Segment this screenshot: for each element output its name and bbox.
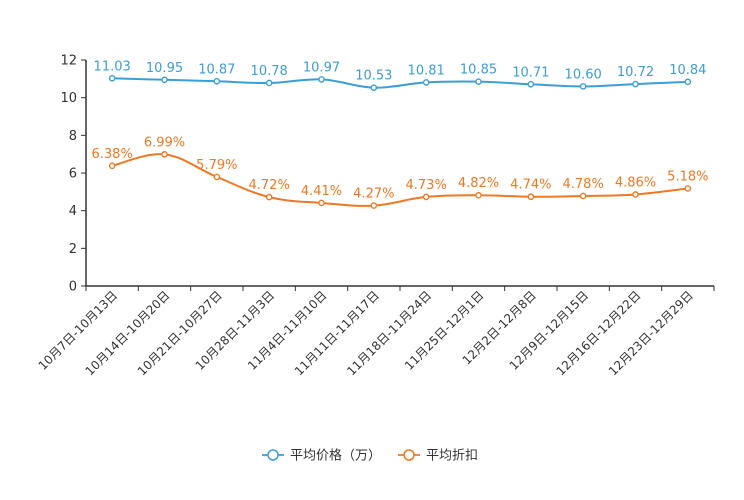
y-tick-label: 2 <box>69 242 77 257</box>
legend-item-discount[interactable]: 平均折扣 <box>398 449 478 464</box>
data-point[interactable] <box>422 79 430 86</box>
data-label: 4.73% <box>406 178 447 193</box>
legend-label: 平均折扣 <box>426 449 478 464</box>
y-axis: 0 2 4 6 8 10 12 <box>60 54 87 295</box>
y-tick-label: 4 <box>69 204 77 219</box>
data-point[interactable] <box>632 80 639 88</box>
data-label: 10.81 <box>408 63 445 78</box>
y-tick-label: 6 <box>69 167 77 182</box>
data-label: 5.79% <box>196 158 237 173</box>
data-label: 10.95 <box>146 61 183 76</box>
data-label: 6.38% <box>92 147 133 162</box>
data-point[interactable] <box>475 191 482 199</box>
data-label: 10.97 <box>303 60 340 75</box>
data-point[interactable] <box>422 193 430 201</box>
y-tick-label: 0 <box>69 280 77 295</box>
data-label: 11.03 <box>94 59 131 74</box>
y-tick-label: 8 <box>69 129 77 144</box>
series-discount: 6.38% 6.99% 5.79% 4.72% 4.41% 4.27% 4.73% 4.82%… <box>92 135 708 209</box>
data-point[interactable] <box>108 74 116 82</box>
data-point[interactable] <box>213 77 221 85</box>
data-point[interactable] <box>161 151 168 158</box>
series-layer: 11.03 10.95 10.87 10.78 10.97 10.53 10.81 10.85… <box>92 59 708 209</box>
data-label: 5.18% <box>667 169 708 184</box>
data-label: 10.78 <box>251 64 288 79</box>
data-point[interactable] <box>370 202 378 209</box>
data-point[interactable] <box>475 78 482 85</box>
data-label: 10.53 <box>355 69 392 84</box>
data-label: 10.71 <box>512 65 549 80</box>
series-line <box>112 77 688 89</box>
data-label: 4.82% <box>458 176 499 191</box>
series-price: 11.03 10.95 10.87 10.78 10.97 10.53 10.81 10.85… <box>94 59 706 91</box>
data-label: 4.78% <box>563 177 604 192</box>
series-line <box>111 153 688 207</box>
data-point[interactable] <box>213 173 221 181</box>
data-point[interactable] <box>684 185 692 192</box>
data-label: 10.87 <box>198 62 235 77</box>
data-point[interactable] <box>108 162 116 170</box>
data-point[interactable] <box>527 80 535 88</box>
data-point[interactable] <box>527 193 535 201</box>
legend-marker-icon <box>403 449 415 461</box>
data-point[interactable] <box>161 76 168 84</box>
data-label: 10.84 <box>669 63 706 78</box>
data-point[interactable] <box>579 83 587 90</box>
data-point[interactable] <box>632 191 639 198</box>
data-label: 10.60 <box>565 67 602 82</box>
data-point[interactable] <box>684 78 692 86</box>
data-label: 4.41% <box>301 184 342 199</box>
x-axis: 10月7日-10月13日10月14日-10月20日10月21日-10月27日10… <box>36 285 715 378</box>
data-label: 4.27% <box>353 187 394 202</box>
data-point[interactable] <box>265 79 273 87</box>
data-label: 4.86% <box>615 175 656 190</box>
y-tick-label: 10 <box>60 91 77 106</box>
legend-label: 平均价格（万） <box>290 448 381 464</box>
legend-item-price[interactable]: 平均价格（万） <box>262 448 381 464</box>
data-label: 4.74% <box>510 178 551 193</box>
data-point[interactable] <box>370 84 378 91</box>
legend-marker-icon <box>267 449 279 461</box>
data-point[interactable] <box>265 193 273 201</box>
data-point[interactable] <box>318 199 325 207</box>
data-point[interactable] <box>318 76 325 83</box>
data-point[interactable] <box>579 192 587 200</box>
y-tick-label: 12 <box>60 54 77 69</box>
legend[interactable]: 平均价格（万） 平均折扣 <box>262 448 478 464</box>
data-label: 4.72% <box>249 178 290 193</box>
data-label: 10.85 <box>460 63 497 78</box>
data-label: 6.99% <box>144 135 185 150</box>
data-label: 10.72 <box>617 65 654 80</box>
